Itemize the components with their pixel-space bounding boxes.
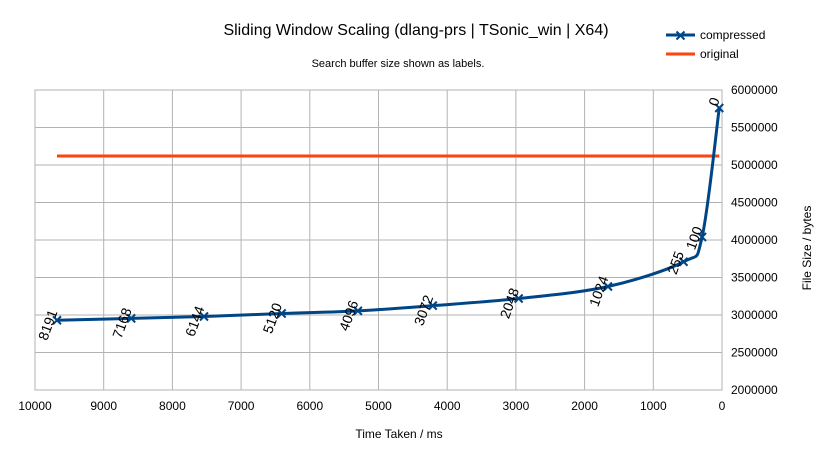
series-layer [52,103,724,325]
y-axis-title: File Size / bytes [800,206,814,291]
data-label: 255 [664,249,687,277]
x-tick-label: 7000 [228,399,255,413]
data-label: 8191 [35,307,61,342]
data-label: 5120 [259,301,285,336]
plot-area [34,89,723,391]
data-point-marker [603,281,613,292]
x-tick-label: 5000 [365,399,392,413]
legend: compressed original [666,28,765,61]
chart-title: Sliding Window Scaling (dlang-prs | TSon… [223,22,608,39]
data-label: 100 [683,224,706,252]
y-tick-label: 5500000 [731,121,778,135]
data-point-marker [276,308,287,319]
x-tick-label: 10000 [18,399,52,413]
x-tick-label: 2000 [571,399,598,413]
data-label: 1024 [586,274,612,309]
data-point-marker [52,315,62,325]
x-tick-label: 8000 [159,399,186,413]
data-point-marker [714,103,724,113]
series-line-compressed [56,107,721,322]
data-point-marker [697,232,707,242]
data-point-marker [513,293,524,304]
legend-label-original: original [700,47,739,61]
y-tick-label: 2500000 [731,346,778,360]
y-tick-label: 5000000 [731,158,778,172]
y-tick-label: 3000000 [731,308,778,322]
y-tick-label: 3500000 [731,271,778,285]
y-tick-label: 2000000 [731,383,778,397]
x-tick-label: 3000 [503,399,530,413]
data-label: 7168 [109,305,135,340]
x-tick-label: 6000 [296,399,323,413]
data-point-marker [199,311,209,322]
data-label: 0 [705,95,723,108]
y-tick-label: 4000000 [731,233,778,247]
data-point-marker [678,257,689,267]
x-tick-label: 4000 [434,399,461,413]
data-point-marker [126,313,136,324]
chart-subtitle: Search buffer size shown as labels. [312,58,485,70]
legend-label-compressed: compressed [700,28,765,42]
x-tick-labels: 10000 9000 8000 7000 6000 5000 4000 3000 2000 100… [18,399,725,413]
y-tick-label: 4500000 [731,196,778,210]
plot-grid [34,89,723,391]
data-label: 3072 [411,293,437,328]
data-point-marker [353,306,363,316]
y-tick-labels: 2000000 2500000 3000000 3500000 4000000 45000… [731,83,778,397]
x-tick-label: 1000 [640,399,667,413]
x-tick-label: 9000 [90,399,117,413]
x-tick-label: 0 [719,399,726,413]
y-tick-label: 6000000 [731,83,778,97]
data-label: 6144 [182,304,208,339]
x-axis-title: Time Taken / ms [355,427,442,441]
data-point-marker [428,300,438,311]
legend-marker-compressed [675,30,686,41]
